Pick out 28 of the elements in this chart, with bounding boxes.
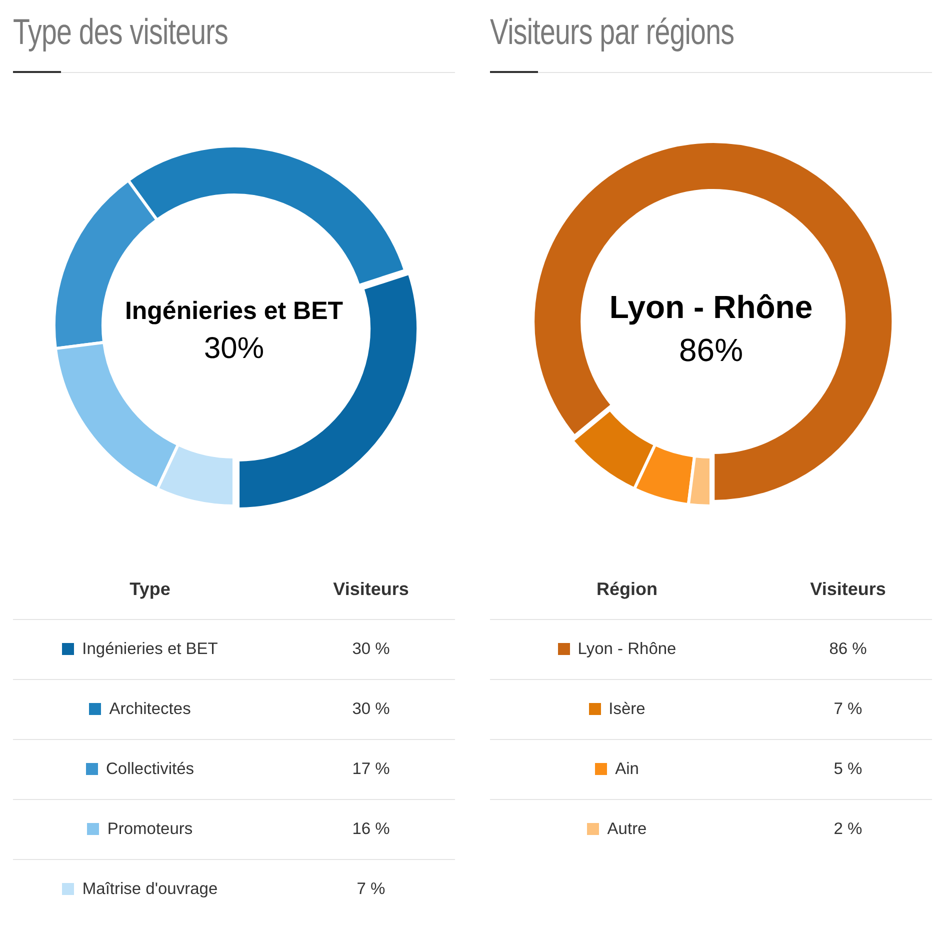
chart-title: Visiteurs par régions	[490, 11, 734, 53]
text: Visiteurs	[809, 578, 887, 601]
data-label: 16 %	[287, 800, 455, 860]
legend-label: Ingénieries et BET	[82, 640, 218, 658]
text: Ingénieries et BET	[124, 297, 344, 325]
legend-label: Ain	[615, 760, 639, 778]
legend-label: Architectes	[109, 700, 191, 718]
text: 30%	[204, 332, 264, 365]
data-label: 30 %	[287, 680, 455, 740]
chart-title: Type des visiteurs	[13, 11, 228, 53]
text: Lyon - Rhône	[609, 288, 813, 325]
data-label: 30 %	[287, 620, 455, 680]
legend-label: Lyon - Rhône	[578, 640, 676, 658]
data-label: 5 %	[764, 740, 932, 800]
data-label: 86 %	[764, 620, 932, 680]
data-label: 7 %	[287, 860, 455, 919]
text: Type	[128, 578, 172, 601]
text: 86%	[678, 332, 744, 368]
text: Région	[596, 578, 659, 601]
legend-label: Maîtrise d'ouvrage	[82, 880, 218, 898]
data-label: 2 %	[764, 800, 932, 859]
data-label: 17 %	[287, 740, 455, 800]
legend-label: Promoteurs	[107, 820, 193, 838]
data-label: 7 %	[764, 680, 932, 740]
legend-label: Isère	[608, 700, 646, 718]
legend-label: Collectivités	[106, 760, 194, 778]
legend-label: Autre	[607, 820, 647, 838]
text: Visiteurs	[332, 578, 410, 601]
